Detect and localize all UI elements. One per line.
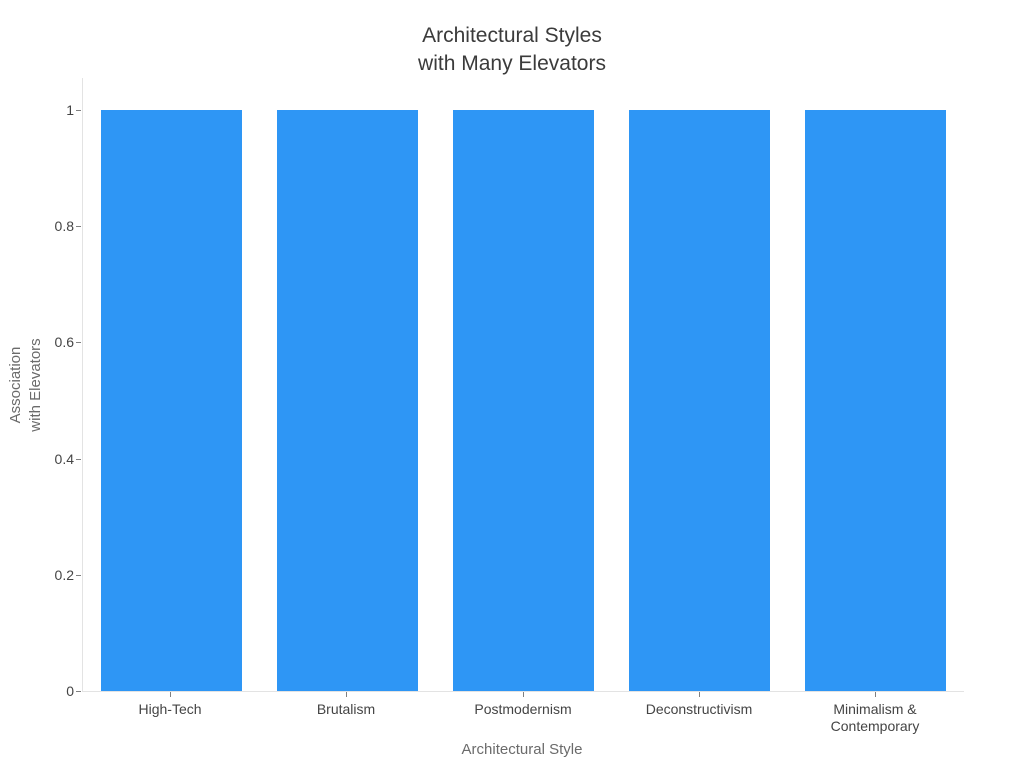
bar-high-tech <box>101 110 242 691</box>
chart-title: Architectural Styles with Many Elevators <box>418 24 606 75</box>
y-tick-label: 0.4 <box>54 451 74 467</box>
x-tick-mark <box>170 692 171 697</box>
bar-minimalism-contemporary <box>805 110 946 691</box>
y-tick-label: 0.6 <box>54 334 74 350</box>
x-axis-title: Architectural Style <box>461 741 583 758</box>
y-tick-mark <box>76 691 81 692</box>
x-tick-label: Deconstructivism <box>645 701 753 717</box>
x-tick-label: Postmodernism <box>474 701 572 717</box>
y-tick-mark <box>76 110 81 111</box>
bar-deconstructivism <box>629 110 770 691</box>
x-tick-label: Brutalism <box>316 701 376 717</box>
x-tick-mark <box>699 692 700 697</box>
y-tick-label: 0.2 <box>54 567 74 583</box>
y-tick-mark <box>76 342 81 343</box>
y-tick-label: 0.8 <box>54 218 74 234</box>
plot-area <box>82 78 964 692</box>
x-tick-label: High-Tech <box>138 701 202 717</box>
y-tick-label: 0 <box>66 683 74 699</box>
bar-postmodernism <box>453 110 594 691</box>
bar-brutalism <box>277 110 418 691</box>
x-tick-mark <box>523 692 524 697</box>
y-tick-mark <box>76 226 81 227</box>
y-tick-mark <box>76 459 81 460</box>
x-tick-mark <box>875 692 876 697</box>
y-tick-mark <box>76 575 81 576</box>
x-tick-mark <box>346 692 347 697</box>
y-tick-label: 1 <box>66 102 74 118</box>
x-tick-label: Minimalism & Contemporary <box>830 701 920 734</box>
